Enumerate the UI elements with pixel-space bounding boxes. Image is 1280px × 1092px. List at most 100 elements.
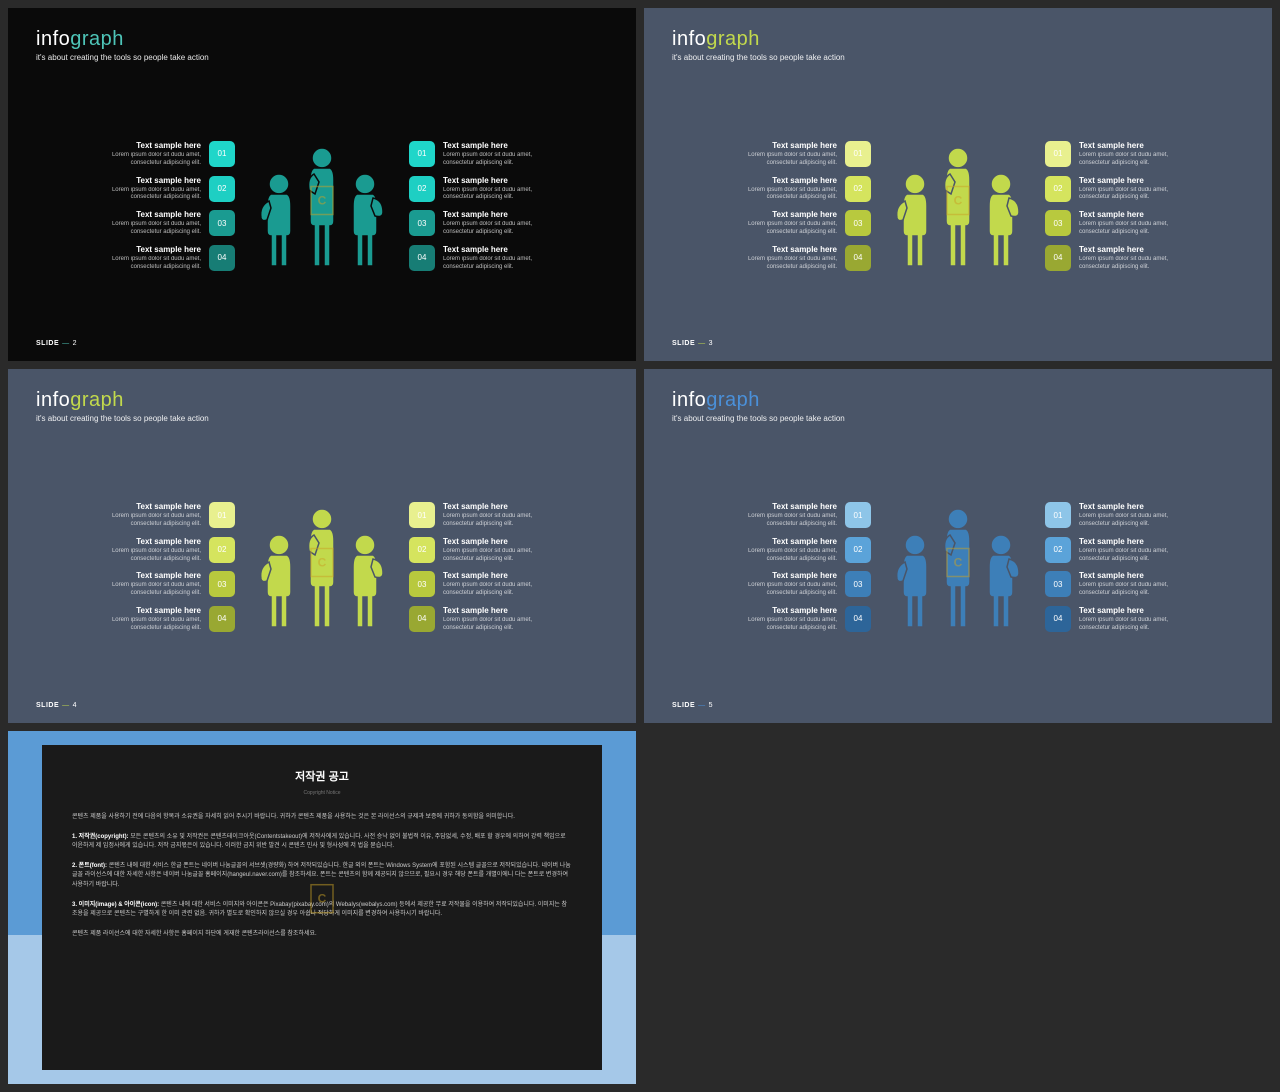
slide: infograph it's about creating the tools …: [644, 8, 1272, 361]
item-heading: Text sample here: [731, 537, 837, 546]
slide-subtitle: it's about creating the tools so people …: [672, 53, 1244, 62]
item-body: Lorem ipsum dolor sit dudu amet, consect…: [1079, 152, 1185, 168]
item-heading: Text sample here: [95, 502, 201, 511]
list-item: 04 Text sample hereLorem ipsum dolor sit…: [1045, 245, 1185, 272]
list-item: 03 Text sample hereLorem ipsum dolor sit…: [409, 571, 549, 598]
number-box: 01: [845, 502, 871, 528]
left-column: 01 Text sample here Lorem ipsum dolor sit…: [731, 502, 871, 632]
number-box: 04: [209, 245, 235, 271]
item-body: Lorem ipsum dolor sit dudu amet, consect…: [443, 256, 549, 272]
list-item: 04 Text sample hereLorem ipsum dolor sit…: [95, 606, 235, 633]
list-item: 02 Text sample hereLorem ipsum dolor sit…: [95, 176, 235, 203]
number-box: 02: [1045, 176, 1071, 202]
list-item: 01 Text sample hereLorem ipsum dolor sit…: [731, 141, 871, 168]
copyright-section-1: 1. 저작권(copyright): 모든 콘텐츠의 소유 및 저작권은 콘텐츠…: [72, 833, 572, 852]
slide-footer: SLIDE—4: [36, 702, 608, 709]
item-body: Lorem ipsum dolor sit dudu amet, consect…: [1079, 187, 1185, 203]
number-box: 03: [1045, 571, 1071, 597]
item-body: Lorem ipsum dolor sit dudu amet, consect…: [731, 582, 837, 598]
list-item: 03 Text sample hereLorem ipsum dolor sit…: [731, 210, 871, 237]
item-heading: Text sample here: [443, 537, 549, 546]
item-body: Lorem ipsum dolor sit dudu amet, consect…: [95, 221, 201, 237]
number-box: 02: [845, 537, 871, 563]
item-body: Lorem ipsum dolor sit dudu amet, consect…: [1079, 617, 1185, 633]
number-box: 03: [209, 571, 235, 597]
left-column: 01 Text sample hereLorem ipsum dolor sit…: [731, 141, 871, 271]
item-body: Lorem ipsum dolor sit dudu amet, consect…: [1079, 548, 1185, 564]
list-item: 03 Text sample hereLorem ipsum dolor sit…: [731, 571, 871, 598]
copyright-panel: 저작권 공고 Copyright Notice 콘텐츠 제품을 사용하기 전에 …: [42, 745, 602, 1070]
list-item: 01 Text sample here Lorem ipsum dolor sit…: [95, 502, 235, 529]
item-body: Lorem ipsum dolor sit dudu amet, consect…: [1079, 582, 1185, 598]
slide: infograph it's about creating the tools …: [8, 8, 636, 361]
item-body: Lorem ipsum dolor sit dudu amet, consect…: [1079, 256, 1185, 272]
item-heading: Text sample here: [731, 606, 837, 615]
item-body: Lorem ipsum dolor sit dudu amet, consect…: [731, 221, 837, 237]
svg-text:C: C: [318, 891, 327, 905]
list-item: 02 Text sample hereLorem ipsum dolor sit…: [409, 176, 549, 203]
number-box: 03: [209, 210, 235, 236]
watermark-icon: C: [309, 546, 335, 583]
number-box: 03: [409, 210, 435, 236]
list-item: 02 Text sample hereLorem ipsum dolor sit…: [731, 537, 871, 564]
number-box: 01: [1045, 141, 1071, 167]
list-item: 02 Text sample hereLorem ipsum dolor sit…: [731, 176, 871, 203]
figures-graphic: C: [247, 136, 397, 276]
item-body: Lorem ipsum dolor sit dudu amet, consect…: [731, 513, 837, 529]
watermark-icon: C: [945, 546, 971, 583]
item-heading: Text sample here: [1079, 176, 1185, 185]
item-heading: Text sample here: [95, 245, 201, 254]
list-item: 04 Text sample hereLorem ipsum dolor sit…: [731, 245, 871, 272]
list-item: 04 Text sample hereLorem ipsum dolor sit…: [409, 606, 549, 633]
copyright-subtitle: Copyright Notice: [72, 789, 572, 797]
item-body: Lorem ipsum dolor sit dudu amet, consect…: [443, 221, 549, 237]
list-item: 03 Text sample here Lorem ipsum dolor sit…: [1045, 571, 1185, 598]
item-body: Lorem ipsum dolor sit dudu amet, consect…: [95, 152, 201, 168]
item-heading: Text sample here: [443, 571, 549, 580]
watermark-icon: C: [945, 185, 971, 222]
item-heading: Text sample here: [95, 571, 201, 580]
list-item: 04 Text sample hereLorem ipsum dolor sit…: [409, 245, 549, 272]
left-column: 01 Text sample here Lorem ipsum dolor sit…: [95, 141, 235, 271]
slide-footer: SLIDE—5: [672, 702, 1244, 709]
item-heading: Text sample here: [1079, 210, 1185, 219]
slide-subtitle: it's about creating the tools so people …: [36, 414, 608, 423]
item-body: Lorem ipsum dolor sit dudu amet, consect…: [95, 582, 201, 598]
item-body: Lorem ipsum dolor sit dudu amet, consect…: [443, 617, 549, 633]
number-box: 02: [209, 537, 235, 563]
item-body: Lorem ipsum dolor sit dudu amet, consect…: [95, 513, 201, 529]
slide-footer: SLIDE—2: [36, 340, 608, 347]
item-heading: Text sample here: [731, 210, 837, 219]
slide-subtitle: it's about creating the tools so people …: [36, 53, 608, 62]
number-box: 01: [1045, 502, 1071, 528]
item-heading: Text sample here: [443, 606, 549, 615]
item-body: Lorem ipsum dolor sit dudu amet, consect…: [95, 548, 201, 564]
item-body: Lorem ipsum dolor sit dudu amet, consect…: [95, 256, 201, 272]
list-item: 01 Text sample hereLorem ipsum dolor sit…: [409, 502, 549, 529]
item-heading: Text sample here: [95, 141, 201, 150]
list-item: 01 Text sample hereLorem ipsum dolor sit…: [1045, 502, 1185, 529]
list-item: 01 Text sample hereLorem ipsum dolor sit…: [409, 141, 549, 168]
list-item: 04 Text sample hereLorem ipsum dolor sit…: [731, 606, 871, 633]
number-box: 04: [409, 245, 435, 271]
item-body: Lorem ipsum dolor sit dudu amet, consect…: [443, 187, 549, 203]
item-heading: Text sample here: [443, 210, 549, 219]
number-box: 01: [209, 502, 235, 528]
copyright-title: 저작권 공고: [72, 769, 572, 787]
item-heading: Text sample here: [731, 245, 837, 254]
item-heading: Text sample here: [95, 606, 201, 615]
item-body: Lorem ipsum dolor sit dudu amet, consect…: [95, 617, 201, 633]
number-box: 04: [845, 245, 871, 271]
slide: infograph it's about creating the tools …: [644, 369, 1272, 722]
figures-graphic: C: [247, 497, 397, 637]
item-body: Lorem ipsum dolor sit dudu amet, consect…: [1079, 221, 1185, 237]
copyright-footer: 콘텐츠 제품 라이선스에 대한 자세한 사항은 홈페이지 하단에 게재한 콘텐츠…: [72, 930, 572, 940]
item-body: Lorem ipsum dolor sit dudu amet, consect…: [731, 152, 837, 168]
item-heading: Text sample here: [1079, 571, 1185, 580]
item-heading: Text sample here: [95, 210, 201, 219]
figures-graphic: C: [883, 136, 1033, 276]
item-heading: Text sample here: [443, 141, 549, 150]
right-column: 01 Text sample hereLorem ipsum dolor sit…: [409, 141, 549, 271]
right-column: 01 Text sample here Lorem ipsum dolor sit…: [1045, 141, 1185, 271]
number-box: 01: [209, 141, 235, 167]
